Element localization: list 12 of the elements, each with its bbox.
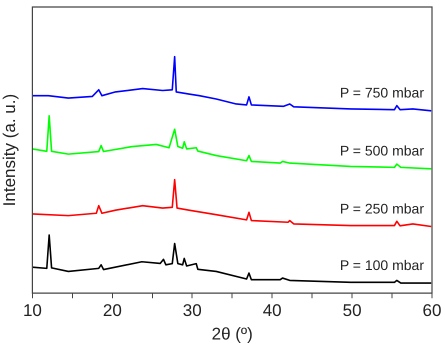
x-tick-label: 60: [422, 301, 442, 320]
x-tick-label: 40: [262, 301, 282, 320]
y-axis-title: Intensity (a. u.): [0, 94, 19, 206]
series-label: P = 500 mbar: [340, 142, 424, 159]
x-tick-label: 50: [342, 301, 362, 320]
series-label: P = 250 mbar: [340, 200, 424, 216]
x-tick-label: 30: [182, 301, 202, 320]
x-axis-title: 2θ (º): [212, 324, 253, 344]
x-tick-label: 10: [22, 301, 42, 320]
x-tick-label: 20: [102, 301, 122, 320]
series-label: P = 750 mbar: [340, 84, 424, 101]
series-label: P = 100 mbar: [340, 256, 424, 273]
